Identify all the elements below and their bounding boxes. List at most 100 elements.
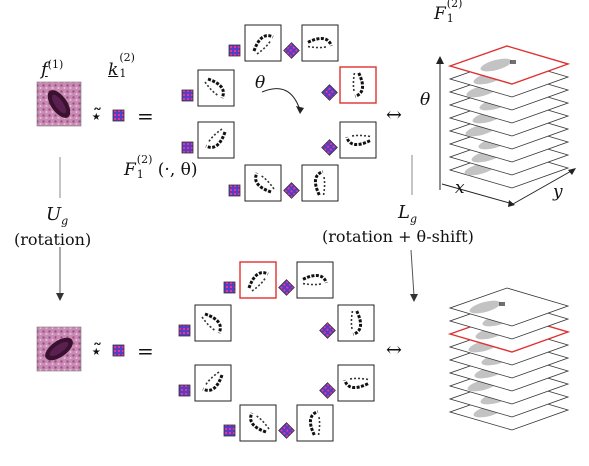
k-subscript: 1 [119,67,127,80]
ring-bottom-kernel-3 [319,322,336,339]
ring-bottom-stroke-4 [202,374,224,392]
ring-bottom-stroke-5 [343,379,369,390]
ring-top-kernel-0 [228,44,241,57]
ring-top-kernel-4 [181,141,194,154]
F-stack-symbol: F [434,4,446,24]
label-k1: k (2) 1 [108,51,135,80]
ring-top-kernel-6 [228,184,241,197]
ring-bottom-frame-2 [194,304,232,342]
y-axis-line [512,169,574,205]
conv-operator-top: ⋆̃ [90,104,103,128]
ring-bottom-kernel-2 [178,324,191,337]
ring-top-frame-5 [339,121,377,159]
ring-bottom-stroke2-6 [254,414,270,430]
ring-top-frame-3 [339,66,377,104]
F-theta-args: (·, θ) [157,160,198,180]
feature-stacks [447,45,571,431]
ring-bottom-stroke2-2 [201,316,217,332]
theta-axis-label: θ [420,90,431,110]
ring-top-stroke-4 [205,131,227,149]
ring-top-kernel-3 [321,84,338,101]
ring-bottom-tile-3 [319,304,375,342]
ring-top-tile-2 [181,69,235,107]
stack-top-speck-8 [510,60,516,64]
ring-top-stroke2-1 [307,45,328,49]
ring-bottom-stroke-3 [352,310,363,336]
ring-bottom-tile-4 [178,364,232,402]
ring-top-stroke2-0 [256,39,272,55]
U-subscript: g [61,214,69,228]
ring-bottom-stroke2-4 [204,371,220,387]
kernel-icon-bottom [112,344,125,357]
ring-bottom-frame-5 [337,364,375,402]
ring-top-stroke2-4 [207,128,223,144]
ring-top-frame-6 [244,164,282,202]
ring-bottom-tile-2 [178,304,232,342]
x-axis-head [508,200,515,207]
ring-bottom-frame-3 [337,304,375,342]
x-axis-line [441,183,514,205]
label-f1: f(1) [41,58,63,80]
ring-top-stroke2-3 [352,72,356,93]
ring-top-stroke-1 [307,36,333,47]
ring-top-kernel-2 [181,89,194,102]
ring-top-tile-4 [181,121,235,159]
y-axis-label: y [553,182,563,202]
iff-bottom: ↔ [386,339,402,361]
ring-bottom-kernel-4 [178,384,191,397]
ring-bottom-stroke2-1 [302,282,323,286]
ring-bottom-frame-6 [239,404,277,442]
x-axis-label: x [455,178,465,198]
ring-top-frame-0 [244,24,282,62]
stack-bottom-layer-8 [448,287,570,327]
ring-top-tile-6 [228,164,282,202]
ring-bottom-stroke-0 [247,271,269,289]
arrow-right-head [410,294,418,302]
ring-bottom-tile-0 [223,261,277,299]
ring-top-stroke-0 [252,34,274,52]
ring-bottom-kernel-0 [223,281,236,294]
ring-bottom-kernel-7 [278,422,295,439]
ring-bottom-stroke2-5 [348,377,369,381]
F-stack-superscript: (2) [446,0,463,10]
ring-top-stroke2-5 [350,134,371,138]
k-symbol: k [108,60,119,80]
conv-operator-bottom: ⋆̃ [90,339,103,363]
label-F1-stack: F (2) 1 [434,0,468,25]
input-image-bottom [36,326,82,372]
ring-bottom-tile-7 [278,404,334,442]
ring-bottom-kernel-5 [319,382,336,399]
ring-top-stroke2-2 [204,81,220,97]
arrow-right-lower [410,249,415,297]
iff-top: ↔ [386,104,402,126]
kernel-icon-top [112,109,125,122]
equals-top: = [137,104,154,128]
ring-bottom-kernel-6 [223,424,236,437]
ring-top-stroke-6 [254,172,272,194]
ring-top-frame-1 [301,24,339,62]
label-Ug-caption: (rotation) [14,230,92,249]
rotation-arc-arrow [261,88,301,111]
label-Ug: Ug [46,204,68,228]
k-superscript: (2) [119,51,135,64]
f-symbol: f [41,59,48,80]
ring-top-frame-4 [197,121,235,159]
ring-top-stroke-2 [207,77,225,99]
ring-top-tile-3 [321,66,377,104]
label-F1-theta: F (2) 1 (·, θ) [124,153,198,181]
theta-rotation-label: θ [255,73,266,93]
ring-top-tile-5 [321,121,377,159]
ring-top-kernel-1 [283,42,300,59]
ring-top-frame-2 [197,69,235,107]
ring-top-tile-1 [283,24,339,62]
ring-bottom-frame-7 [296,404,334,442]
F-theta-superscript: (2) [136,153,153,166]
rotation-arc-head [296,106,304,114]
ring-bottom-frame-4 [194,364,232,402]
ring-bottom-tile-6 [223,404,277,442]
ring-bottom-stroke-2 [204,312,222,334]
ring-bottom-stroke2-3 [350,310,354,331]
ring-top-stroke-3 [354,72,365,98]
ring-top-stroke2-6 [259,174,275,190]
ring-top-kernel-5 [321,139,338,156]
